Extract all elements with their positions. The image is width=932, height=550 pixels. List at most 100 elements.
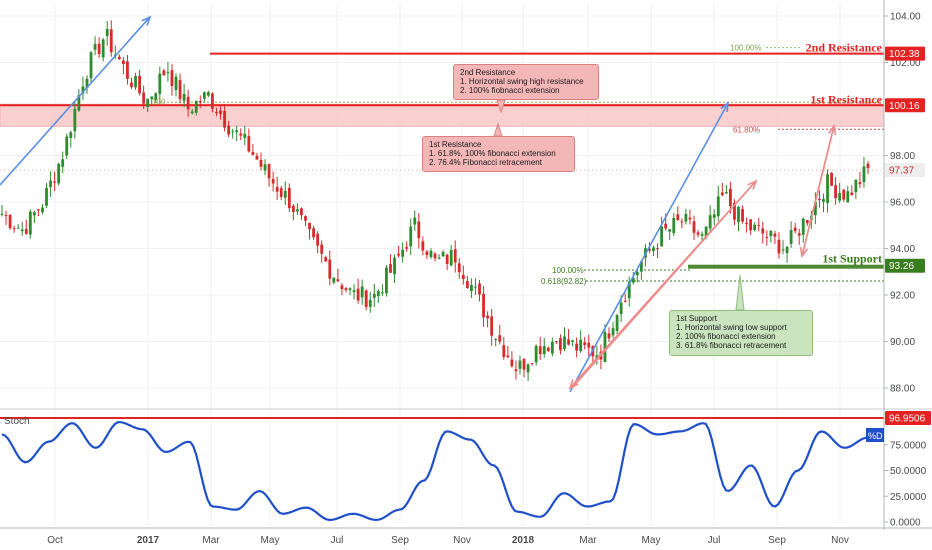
trend-arrows <box>0 15 837 393</box>
candle-body <box>486 315 490 319</box>
note-r2-line-3: 2. 100% fiobnacci extension <box>460 86 560 95</box>
candle-body <box>716 196 720 217</box>
resistance-1-title: 1st Resistance <box>810 92 882 106</box>
candle-body <box>308 222 311 230</box>
candle-body <box>720 192 724 196</box>
time-tick-label: 2017 <box>137 535 160 546</box>
candle-body <box>101 39 105 58</box>
candle-body <box>251 151 255 155</box>
candle-body <box>668 229 672 232</box>
arrow-pink-2-back-head <box>799 246 809 258</box>
candle-body <box>688 217 692 220</box>
candle-body <box>866 163 870 169</box>
candle-body <box>753 224 757 231</box>
arrow-blue-1 <box>0 16 151 186</box>
candle-body <box>271 178 275 184</box>
resistance-1-zone <box>0 103 885 127</box>
candle-body <box>117 56 121 60</box>
candle-body <box>122 60 125 65</box>
candle-body <box>312 228 315 238</box>
candle-body <box>150 96 154 100</box>
support-1-zone <box>688 264 884 269</box>
candle-body <box>380 292 384 294</box>
tag-r2: 102.38 <box>889 49 920 60</box>
candle-body <box>526 364 530 373</box>
candle-body <box>198 101 202 103</box>
candle-body <box>834 185 838 199</box>
candle-body <box>324 257 328 262</box>
price-tick-label: 90.00 <box>890 337 915 348</box>
candle-body <box>579 339 583 352</box>
candle-body <box>211 93 214 109</box>
candle-body <box>20 229 24 232</box>
candle-body <box>797 233 801 236</box>
time-tick-label: Oct <box>47 535 63 546</box>
fib-label-r2: 100.00% <box>730 44 762 53</box>
candle-body <box>279 188 283 197</box>
fib-label-r1: 61.80% <box>733 125 760 134</box>
candle-body <box>186 96 190 110</box>
price-tick-label: 98.00 <box>890 151 915 162</box>
price-tick-label: 88.00 <box>890 384 915 395</box>
time-tick-label: Sep <box>391 535 409 546</box>
stoch-axis-ticks: 75.0000 50.0000 25.0000 0.0000 <box>884 440 927 529</box>
candle-body <box>781 249 785 251</box>
candle-body <box>320 244 324 254</box>
candle-body <box>559 338 562 351</box>
candle-body <box>607 333 611 339</box>
candle-body <box>409 226 413 247</box>
candle-body <box>0 213 4 215</box>
candle-body <box>575 343 579 351</box>
candle-body <box>162 70 166 76</box>
candlestick-series <box>0 20 870 381</box>
candle-body <box>453 249 457 263</box>
note-r1-line-2: 1. 61.8%, 100% fibonacci extension <box>429 149 556 158</box>
candle-body <box>368 299 372 307</box>
note-s1-pointer <box>735 274 745 311</box>
tag-s1: 93.26 <box>889 261 914 272</box>
time-tick-label: Sep <box>768 535 786 546</box>
candle-body <box>178 80 182 100</box>
candle-body <box>190 111 194 114</box>
candle-body <box>389 264 392 273</box>
candle-body <box>93 43 97 50</box>
candle-body <box>615 315 619 331</box>
candle-body <box>474 286 477 288</box>
candle-body <box>830 172 833 186</box>
candle-body <box>89 52 93 79</box>
time-tick-label: Jul <box>331 535 344 546</box>
candle-body <box>672 217 676 234</box>
time-tick-label: Nov <box>831 535 849 546</box>
candle-body <box>445 254 449 264</box>
arrow-blue-1-head <box>141 15 152 26</box>
note-r1-line-3: 2. 76.4% Fibonacci retracement <box>429 158 542 167</box>
candle-body <box>761 228 765 234</box>
candle-body <box>332 277 336 283</box>
candle-body <box>587 342 591 348</box>
candle-body <box>441 251 445 257</box>
note-r1-line-1: 1st Resistance <box>429 140 482 149</box>
tag-r2-bg <box>885 46 925 61</box>
candle-body <box>502 345 506 357</box>
candle-body <box>81 86 85 94</box>
tag-s1-bg <box>885 258 925 273</box>
time-tick-label: Mar <box>202 535 220 546</box>
candle-body <box>635 271 639 276</box>
candle-body <box>263 164 267 171</box>
candle-body <box>235 130 239 133</box>
candle-body <box>664 223 668 229</box>
note-s1-line-3: 2. 100% fibonacci extension <box>676 332 776 341</box>
candle-body <box>437 257 441 259</box>
tag-r1-bg <box>885 98 925 113</box>
tag-r1: 100.16 <box>889 101 920 112</box>
candle-body <box>773 233 777 237</box>
candle-body <box>433 253 437 259</box>
candle-body <box>166 72 170 74</box>
time-tick-label: Nov <box>453 535 471 546</box>
candle-body <box>344 288 348 290</box>
candle-body <box>534 345 538 363</box>
price-axis-ticks: 104.00 102.00 98.00 96.00 94.00 92.00 90.00 88.… <box>884 12 921 395</box>
candle-body <box>146 98 150 107</box>
arrow-blue-2-head <box>720 101 729 113</box>
